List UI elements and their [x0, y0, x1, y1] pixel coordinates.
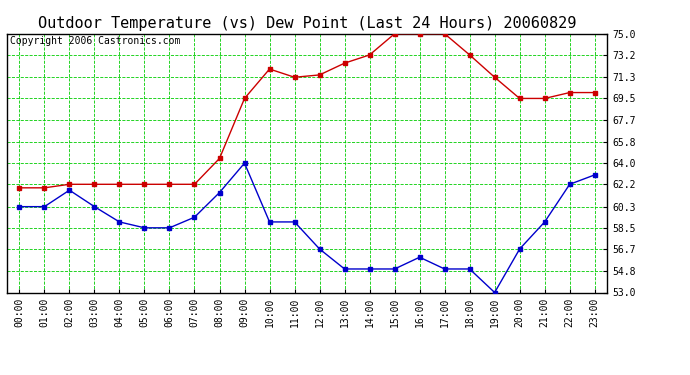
Title: Outdoor Temperature (vs) Dew Point (Last 24 Hours) 20060829: Outdoor Temperature (vs) Dew Point (Last… [38, 16, 576, 31]
Text: Copyright 2006 Castronics.com: Copyright 2006 Castronics.com [10, 36, 180, 46]
